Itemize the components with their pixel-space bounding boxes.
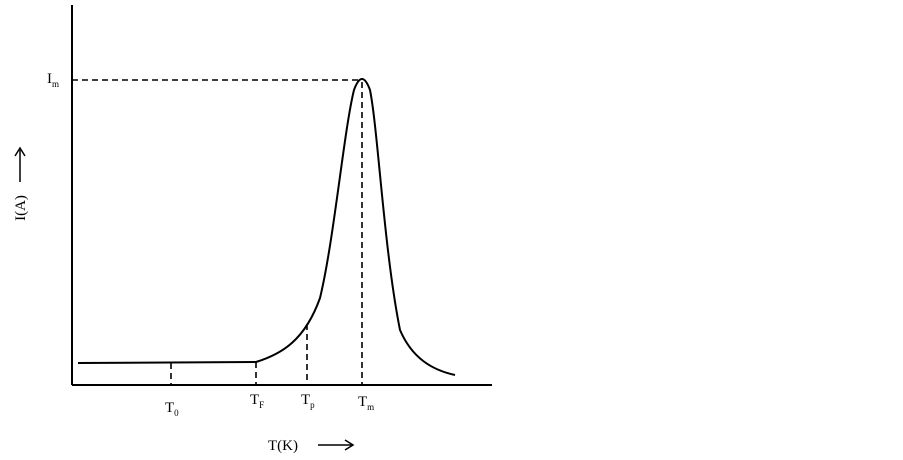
x-arrow: [318, 439, 355, 451]
y-axis-label: I(A): [13, 195, 29, 221]
label-main: T: [358, 394, 367, 410]
label-sub: m: [52, 79, 59, 89]
marker-label: Tp: [301, 392, 315, 410]
label-main: T: [250, 392, 259, 408]
label-main: T: [301, 392, 310, 408]
current-curve: [77, 78, 456, 376]
label-sub: m: [367, 402, 374, 412]
label-main: I: [47, 71, 52, 87]
label-sub: 0: [174, 408, 179, 418]
y-arrow: [14, 146, 26, 182]
label-main: T: [165, 400, 174, 416]
x-axis-label: T(K): [268, 438, 298, 454]
marker-label: Tm: [358, 394, 374, 412]
marker-label: TF: [250, 392, 264, 410]
peak-label: Im: [47, 71, 59, 89]
marker-label: T0: [165, 400, 179, 418]
label-sub: p: [310, 400, 315, 410]
label-sub: F: [259, 400, 264, 410]
